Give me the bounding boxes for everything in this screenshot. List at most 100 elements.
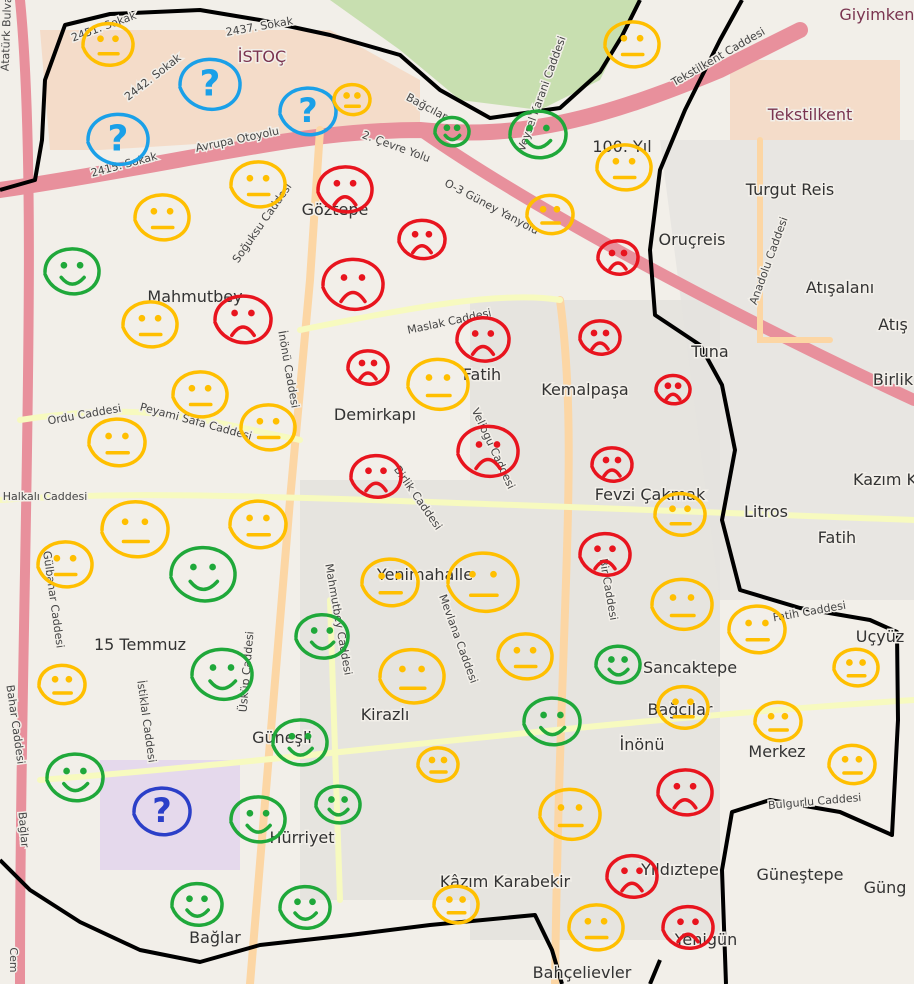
place-label: Giyimkent [839,5,914,24]
place-label: Bahçelievler [533,963,632,982]
place-label: Merkez [748,742,805,761]
face-happy-icon [170,881,224,927]
place-label: Kâzım Karabekir [440,872,571,891]
face-neutral-icon [650,577,714,632]
place-label: Uçyüz [856,627,905,646]
place-label: Yenimahalle [376,565,473,584]
face-neutral-icon [100,500,170,559]
face-neutral-icon [753,700,803,743]
face-neutral-icon [446,551,520,613]
place-label: Güng [864,878,907,897]
face-neutral-icon [406,357,470,412]
face-sad-icon [456,424,520,479]
face-neutral-icon [827,743,877,786]
face-neutral-icon [239,403,297,452]
face-neutral-icon [228,499,288,550]
face-happy-icon [169,545,237,603]
question-mark: ? [298,91,317,130]
face-happy-icon [190,647,254,702]
face-neutral-icon [87,417,147,468]
place-label: Kirazlı [361,705,410,724]
face-sad-icon [656,768,714,817]
face-unknown-icon: ? [278,86,338,137]
place-label: Birlik [873,370,914,389]
place-label: Fatih [463,365,501,384]
face-sad-icon [596,239,640,276]
face-unknown-icon: ? [178,57,242,112]
place-label: 15 Temmuz [94,635,186,654]
street-label: Cem [7,947,20,972]
face-sad-icon [397,218,447,261]
place-label: Güneşli [252,728,312,747]
place-label: Atış [878,315,908,334]
face-sad-icon [654,373,692,406]
face-happy-icon [508,109,568,160]
face-sad-icon [346,349,390,386]
face-happy-icon [294,613,350,660]
face-happy-icon [314,784,362,825]
face-neutral-icon [525,193,575,236]
place-label: Tuna [690,342,728,361]
face-neutral-icon [496,632,554,681]
place-label: Oruçreis [659,230,726,249]
place-label: Hürriyet [269,828,334,847]
face-sad-icon [316,165,374,214]
face-neutral-icon [81,21,135,67]
face-sad-icon [455,316,511,363]
face-happy-icon [229,795,287,844]
face-neutral-icon [603,20,661,69]
question-mark: ? [108,119,129,160]
face-neutral-icon [332,82,372,117]
street-label: Atatürk Bulvarı [0,0,14,71]
face-neutral-icon [727,604,787,655]
place-label: Turgut Reis [745,180,834,199]
face-sad-icon [213,294,273,345]
street-label: Bağlar [15,811,31,848]
face-happy-icon [594,644,642,685]
face-sad-icon [661,904,715,950]
face-neutral-icon [656,684,710,730]
face-neutral-icon [595,143,653,192]
face-neutral-icon [538,787,602,842]
face-happy-icon [433,115,471,148]
face-neutral-icon [832,647,880,688]
face-unknown-icon: ? [86,112,150,167]
place-label: Sancaktepe [643,658,737,677]
face-sad-icon [605,853,659,899]
place-label: Mahmutbey [147,287,242,306]
question-mark: ? [200,64,221,105]
face-happy-icon [278,884,332,930]
place-label: Litros [744,502,788,521]
place-label: Bağlar [189,928,241,947]
place-label: Yıldıztepe [640,860,719,879]
face-neutral-icon [416,746,460,783]
face-neutral-icon [229,160,287,209]
place-label: Bağcılar [647,700,712,719]
face-sad-icon [590,446,634,483]
face-happy-icon [271,718,329,767]
mood-annotations: ???? [36,20,880,952]
face-happy-icon [43,247,101,296]
place-label: Demirkapı [334,405,416,424]
street-label: Halkalı Caddesi [3,490,88,503]
face-sad-icon [578,319,622,356]
face-sad-icon [578,531,632,577]
face-unknown_dark-icon: ? [132,786,192,837]
face-neutral-icon [171,370,229,419]
place-label: İnönü [620,735,665,754]
face-neutral-icon [37,663,87,706]
face-neutral-icon [133,193,191,242]
place-label: Fevzi Çakmak [595,485,706,504]
face-neutral-icon [360,557,420,608]
place-label: Fatih [818,528,856,547]
face-neutral-icon [432,884,480,925]
question-mark: ? [152,791,171,830]
place-label: Güneştepe [757,865,844,884]
place-label: Kemalpaşa [541,380,628,399]
face-happy-icon [522,696,582,747]
face-sad-icon [321,257,385,312]
face-neutral-icon [378,647,446,705]
